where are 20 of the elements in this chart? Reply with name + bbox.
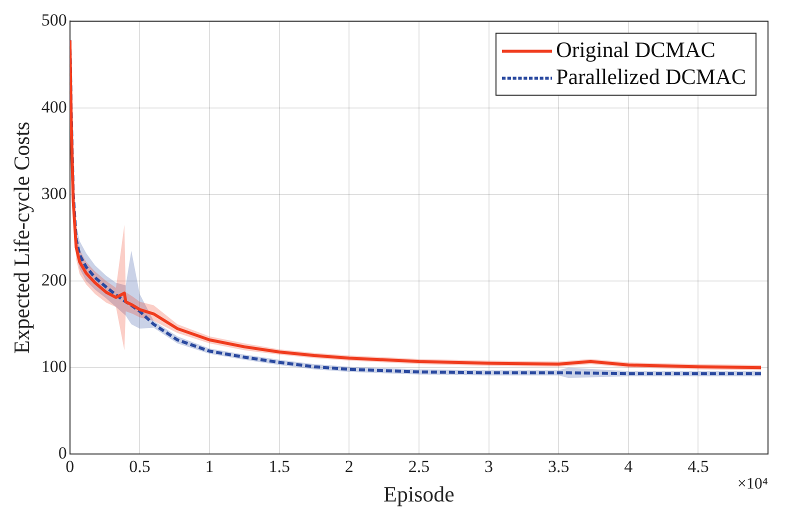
- text: ×10⁴: [737, 475, 768, 492]
- y-tick-label: 0: [58, 444, 67, 463]
- y-tick-label: 400: [41, 97, 67, 116]
- x-tick-label: 1: [205, 456, 214, 476]
- x-tick-label: 2: [344, 456, 354, 476]
- x-tick-label: 1.5: [268, 456, 290, 476]
- x-tick-label: 2.5: [408, 456, 430, 476]
- y-tick-label: 300: [41, 184, 67, 203]
- y-tick-label: 100: [41, 357, 67, 376]
- legend-label: Parallelized DCMAC: [556, 64, 746, 89]
- y-tick-label: 200: [41, 270, 67, 290]
- x-tick-label: 3.5: [548, 456, 570, 476]
- x-tick-label: 4: [624, 456, 634, 476]
- x-tick-label: 4.5: [688, 456, 709, 476]
- x-axis-title: Episode: [384, 482, 454, 507]
- y-tick-label: 500: [41, 10, 67, 30]
- x-tick-label: 0.5: [129, 456, 150, 476]
- x-tick-label: 3: [484, 456, 494, 476]
- legend-label: Original DCMAC: [556, 36, 716, 62]
- y-axis-title: Expected Life-cycle Costs: [8, 122, 34, 354]
